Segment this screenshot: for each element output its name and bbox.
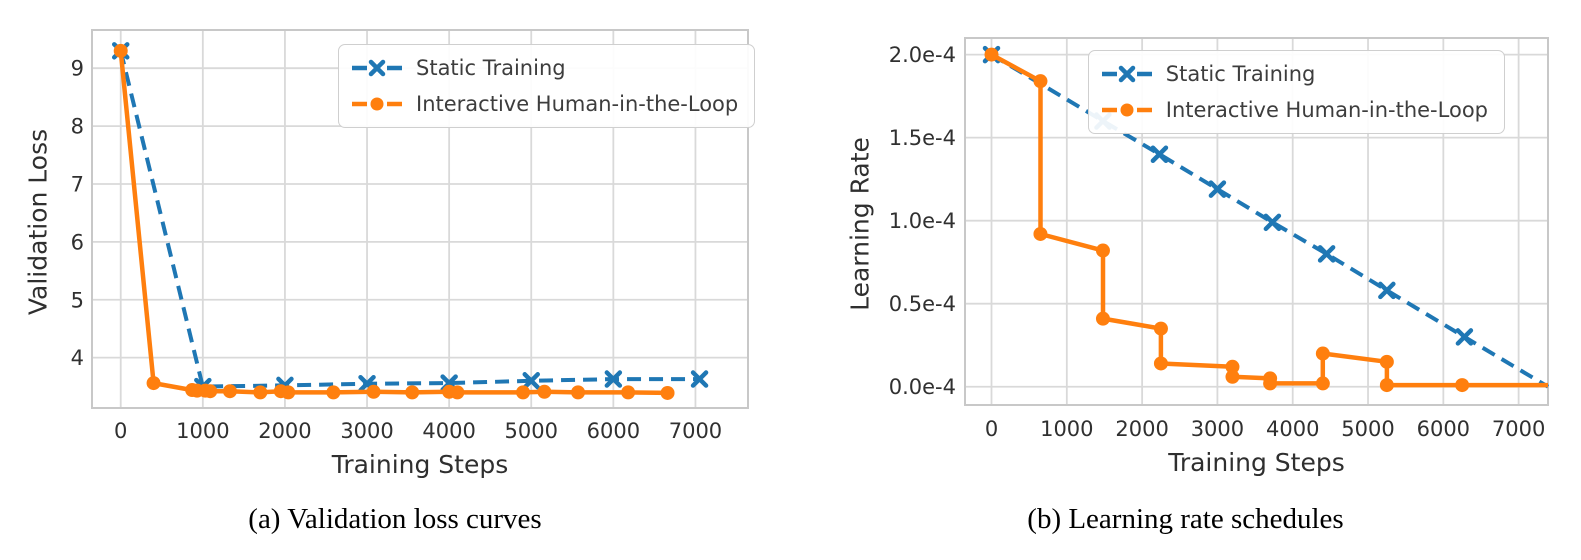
y-tick-label: 1.0e-4 [889, 209, 956, 233]
x-tick-label: 3000 [340, 419, 393, 443]
legend-item-interactive-hitl: Interactive Human-in-the-Loop [1101, 95, 1488, 125]
data-point-circle [1033, 226, 1048, 241]
series-interactive-human-in-the-loop [113, 43, 675, 400]
x-axis-label-training-steps-b: Training Steps [1168, 448, 1345, 477]
data-point-circle [516, 385, 531, 400]
y-tick-label: 4 [71, 346, 84, 370]
data-point-circle [1095, 243, 1110, 258]
data-point-circle [621, 385, 636, 400]
x-tick-label: 4000 [422, 419, 475, 443]
data-point-circle [113, 43, 128, 58]
x-tick-label: 2000 [258, 419, 311, 443]
data-point-circle [222, 384, 237, 399]
data-point-x [1150, 145, 1169, 163]
data-point-circle [405, 385, 420, 400]
subplot-learning-rate: 0 1000 2000 3000 4000 5000 6000 7000 0.0e-4 0.5e-… [790, 0, 1581, 560]
data-point-circle [537, 384, 552, 399]
data-point-circle [146, 376, 161, 391]
y-tick-label: 8 [71, 115, 84, 139]
legend-b: Static Training Interactive Human-in-the… [1087, 50, 1505, 134]
data-point-circle [1455, 378, 1470, 393]
dashed-line-x-marker-icon [351, 57, 403, 79]
data-point-circle [1095, 311, 1110, 326]
data-point-circle [253, 385, 268, 400]
tick-labels: 0 1000 2000 3000 4000 5000 6000 7000 0.0e-4 0.5e-… [889, 43, 1546, 441]
x-axis-label-training-steps-a: Training Steps [331, 450, 509, 479]
legend-item-interactive-hitl: Interactive Human-in-the-Loop [351, 89, 738, 119]
data-point-circle [1153, 321, 1168, 336]
y-tick-label: 7 [71, 172, 84, 196]
caption-a: (a) Validation loss curves [248, 503, 542, 535]
x-tick-label: 7000 [669, 419, 722, 443]
y-tick-label: 9 [71, 57, 84, 81]
solid-line-circle-marker-icon [351, 93, 403, 115]
y-tick-label: 1.5e-4 [889, 126, 956, 150]
data-point-circle [1263, 376, 1278, 391]
x-tick-label: 7000 [1492, 417, 1545, 441]
plot-border [964, 37, 1549, 406]
data-point-x [690, 370, 709, 388]
learning-rate-chart: 0 1000 2000 3000 4000 5000 6000 7000 0.0e-4 0.5e-… [889, 37, 1550, 441]
legend-label-static-training: Static Training [1165, 62, 1316, 86]
data-point-x [604, 370, 623, 388]
data-point-x [1317, 245, 1336, 263]
x-tick-label: 5000 [505, 419, 558, 443]
x-tick-label: 1000 [176, 419, 229, 443]
x-tick-label: 6000 [1417, 417, 1470, 441]
series-interactive-human-in-the-loop [984, 47, 1548, 393]
data-point-circle [1379, 378, 1394, 393]
legend-label-interactive-hitl: Interactive Human-in-the-Loop [1165, 98, 1488, 122]
data-point-circle [1315, 376, 1330, 391]
y-tick-label: 5 [71, 288, 84, 312]
data-point-circle [1225, 369, 1240, 384]
y-tick-label: 0.0e-4 [889, 375, 956, 399]
data-point-circle [1379, 354, 1394, 369]
y-tick-label: 6 [71, 230, 84, 254]
data-point-circle [1225, 359, 1240, 374]
legend-item-static-training: Static Training [1101, 59, 1488, 89]
data-point-circle [1153, 356, 1168, 371]
legend-item-static-training: Static Training [351, 53, 738, 83]
plot-border [91, 29, 749, 409]
legend-a: Static Training Interactive Human-in-the… [338, 44, 756, 128]
x-tick-label: 5000 [1341, 417, 1394, 441]
data-point-x [1455, 328, 1474, 346]
data-point-circle [450, 385, 465, 400]
y-axis-label-learning-rate: Learning Rate [845, 137, 875, 311]
solid-line-circle-marker-icon [1101, 99, 1153, 121]
data-point-circle [366, 384, 381, 399]
dashed-line-x-marker-icon [1101, 63, 1153, 85]
tick-labels: 0 1000 2000 3000 4000 5000 6000 7000 4 5 6 7 8 9 [71, 57, 723, 443]
data-point-circle [1033, 74, 1048, 89]
caption-b: (b) Learning rate schedules [1027, 503, 1344, 535]
data-point-x [1378, 281, 1396, 300]
y-axis-label-validation-loss: Validation Loss [23, 128, 53, 316]
data-point-x [1263, 213, 1282, 232]
data-point-circle [203, 384, 218, 399]
data-point-x [522, 372, 540, 390]
x-tick-label: 4000 [1266, 417, 1319, 441]
legend-label-static-training: Static Training [416, 56, 566, 80]
y-tick-label: 2.0e-4 [889, 43, 956, 67]
data-point-circle [660, 385, 675, 400]
x-tick-label: 0 [114, 419, 127, 443]
y-tick-label: 0.5e-4 [889, 292, 956, 316]
data-point-circle [571, 385, 586, 400]
subplot-validation-loss: 0 1000 2000 3000 4000 5000 6000 7000 4 5 6 7 8 9 Vali… [0, 0, 790, 560]
data-point-circle [281, 385, 296, 400]
x-tick-label: 6000 [587, 419, 640, 443]
data-point-circle [1315, 346, 1330, 361]
x-tick-label: 2000 [1115, 417, 1168, 441]
data-point-circle [326, 385, 341, 400]
data-point-x [1208, 180, 1227, 198]
x-tick-label: 0 [985, 417, 998, 441]
x-tick-label: 1000 [1040, 417, 1093, 441]
x-tick-label: 3000 [1191, 417, 1244, 441]
data-point-circle [984, 47, 999, 62]
legend-label-interactive-hitl: Interactive Human-in-the-Loop [416, 92, 739, 116]
static-training-line [118, 50, 700, 389]
